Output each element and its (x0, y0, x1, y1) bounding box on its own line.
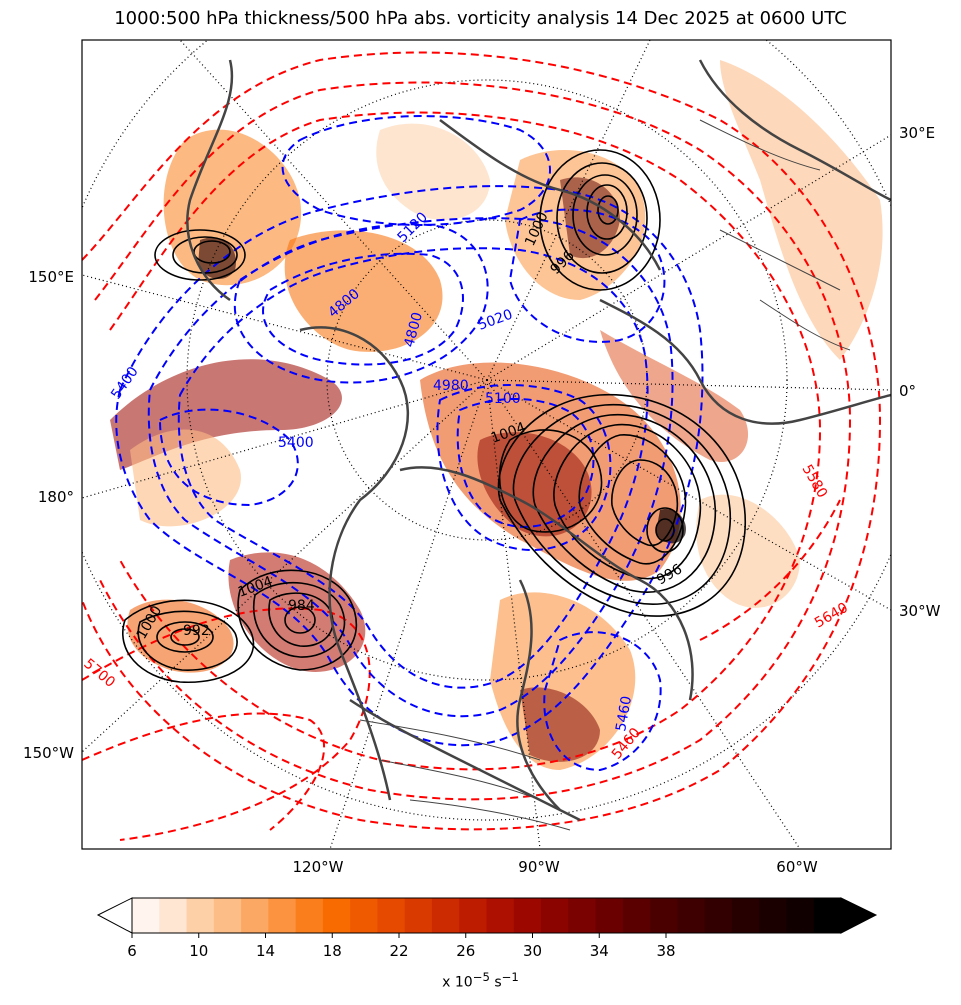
colorbar-tick-label: 26 (456, 942, 475, 960)
colorbar-tick-label: 6 (127, 942, 137, 960)
colorbar-frame (131, 897, 842, 934)
lon-label-150w: 150°W (23, 744, 74, 762)
colorbar-cell (404, 898, 433, 933)
lon-label-30e: 30°E (899, 124, 935, 142)
colorbar-units-tail: s (489, 974, 502, 991)
thickness-label-blue: 5460 (613, 695, 635, 733)
mslp-contours (122, 149, 746, 683)
colorbar-cell (213, 898, 242, 933)
colorbar-cell (377, 898, 406, 933)
colorbar-units-tail-exponent: −1 (501, 970, 519, 984)
lon-label-90w: 90°W (518, 858, 560, 876)
colorbar-cell (186, 898, 215, 933)
lon-label-0: 0° (899, 382, 916, 400)
colorbar-tick-label: 30 (523, 942, 542, 960)
colorbar-cell (459, 898, 487, 933)
lon-label-180: 180° (38, 488, 74, 506)
lon-label-30w: 30°W (899, 602, 941, 620)
map-frame (81, 39, 892, 850)
colorbar-cell (295, 898, 324, 933)
colorbar-cell (486, 898, 515, 933)
coastlines (186, 59, 891, 822)
colorbar-cell (595, 898, 624, 933)
lon-label-120w: 120°W (293, 858, 344, 876)
colorbar-units-text: x 10 (442, 974, 473, 991)
colorbar-units-label: x 10−5 s−1 (0, 970, 961, 991)
colorbar-cell (513, 898, 542, 933)
pressure-label: 992 (183, 623, 210, 639)
colorbar-max-extend (840, 897, 878, 934)
colorbar-cells (132, 898, 842, 933)
pressure-label: 984 (288, 598, 315, 614)
colorbar-cell (650, 898, 678, 933)
colorbar-cell (813, 898, 842, 933)
colorbar-cell (431, 898, 460, 933)
colorbar-cell (132, 898, 160, 933)
longitude-labels: 30°E 0° 30°W 150°E 180° 150°W 120°W 90°W… (23, 124, 941, 876)
colorbar-min-extend (96, 897, 133, 934)
thickness-warm-contours (82, 51, 882, 841)
colorbar-cell (159, 898, 188, 933)
colorbar-cell (786, 898, 815, 933)
colorbar-tick-label: 10 (189, 942, 208, 960)
lon-label-150e: 150°E (28, 268, 74, 286)
colorbar-cell (704, 898, 733, 933)
colorbar-cell (241, 898, 269, 933)
thickness-label-blue: 5400 (278, 435, 314, 451)
colorbar: 6 10 14 18 22 26 30 34 38 (96, 897, 878, 960)
colorbar-tick-label: 38 (656, 942, 675, 960)
map-title: 1000:500 hPa thickness/500 hPa abs. vort… (114, 8, 847, 29)
colorbar-tick-label: 14 (256, 942, 275, 960)
colorbar-cell (677, 898, 706, 933)
colorbar-cell (622, 898, 651, 933)
political-borders (359, 119, 851, 831)
thickness-label-blue: 4980 (433, 378, 469, 394)
colorbar-cell (568, 898, 597, 933)
colorbar-cell (268, 898, 297, 933)
colorbar-units-exponent: −5 (472, 970, 490, 984)
colorbar-tick-label: 22 (389, 942, 408, 960)
colorbar-cell (541, 898, 569, 933)
colorbar-ticks: 6 10 14 18 22 26 30 34 38 (127, 933, 676, 960)
lon-label-60w: 60°W (776, 858, 818, 876)
colorbar-cell (322, 898, 351, 933)
colorbar-tick-label: 34 (590, 942, 609, 960)
colorbar-cell (350, 898, 378, 933)
colorbar-tick-label: 18 (323, 942, 342, 960)
colorbar-cell (759, 898, 787, 933)
colorbar-cell (731, 898, 760, 933)
thickness-label-blue: 5100 (485, 391, 521, 407)
